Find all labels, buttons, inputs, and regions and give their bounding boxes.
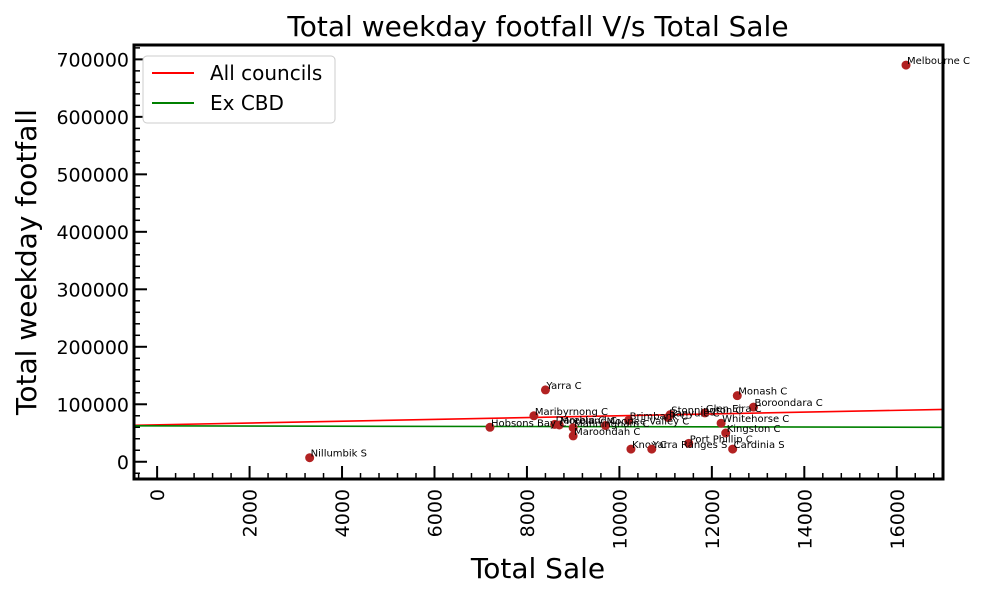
chart-title: Total weekday footfall V/s Total Sale (286, 10, 788, 43)
x-tick-label: 0 (147, 489, 169, 501)
data-point (601, 421, 611, 431)
data-point (721, 428, 731, 438)
data-point-label: Nillumbik S (311, 449, 367, 460)
x-tick-label: 12000 (702, 489, 724, 549)
x-tick-label: 4000 (332, 489, 354, 537)
y-tick-label: 100000 (56, 394, 129, 416)
x-tick-label: 2000 (240, 489, 262, 537)
data-point-label: Kingston C (727, 424, 781, 435)
x-tick-label: 16000 (887, 489, 909, 549)
x-axis-label: Total Sale (470, 552, 605, 585)
data-point-label: Hobsons Bay C (491, 418, 566, 429)
data-point (624, 415, 634, 425)
data-point-label: Darebin C (556, 415, 606, 426)
data-point-label: Yarra Ranges S (652, 440, 728, 451)
legend: All councils Ex CBD (142, 55, 336, 124)
data-point (728, 444, 738, 454)
plot-area: 0 2000 4000 6000 8000 10000 12000 14000 16000 0 10… (56, 47, 970, 549)
legend-label: All councils (210, 61, 322, 85)
data-point-label: Port Phillip C (690, 434, 753, 445)
data-point-label: Maribyrnong C (535, 407, 608, 418)
data-point-label: Maroondah C (574, 427, 640, 438)
data-point-label: Stonnington C (671, 406, 742, 417)
data-point (684, 438, 694, 448)
data-point-label: Melbourne C (907, 56, 970, 67)
data-point-label: Glen Eira C (706, 404, 762, 415)
data-point-label: Brimbank C (630, 411, 688, 422)
x-tick-label: 6000 (424, 489, 446, 537)
data-point (626, 444, 636, 454)
x-tick-label: 14000 (794, 489, 816, 549)
data-point (568, 423, 578, 433)
data-point (700, 408, 710, 418)
data-point (554, 420, 564, 430)
data-point-label: Manningham C (574, 419, 649, 430)
data-point (305, 453, 315, 463)
y-axis-label: Total weekday footfall (10, 109, 43, 416)
series-line (133, 425, 944, 429)
y-tick-label: 300000 (56, 279, 129, 301)
data-point-label: Monash C (738, 387, 787, 398)
data-point (732, 391, 742, 401)
data-point (568, 431, 578, 441)
y-tick-label: 700000 (56, 49, 129, 71)
data-point-label: Whitehorse C (722, 414, 789, 425)
data-point-label: Yarra C (545, 381, 581, 392)
data-point (485, 422, 495, 432)
data-point (716, 418, 726, 428)
y-tick-label: 500000 (56, 164, 129, 186)
legend-label: Ex CBD (210, 91, 284, 115)
y-tick-label: 0 (117, 452, 129, 474)
data-point-label: Moreland C (560, 416, 617, 427)
data-point (540, 385, 550, 395)
y-tick-label: 200000 (56, 337, 129, 359)
series-line (133, 408, 944, 427)
data-point-label: Cardinia S (734, 440, 785, 451)
data-point-label: Banyule C (669, 408, 720, 419)
y-tick-label: 600000 (56, 107, 129, 129)
data-point (663, 412, 673, 422)
data-point-label: Moonee Valley C (607, 417, 690, 428)
data-point (748, 402, 758, 412)
data-point-label: Boroondara C (754, 398, 822, 409)
data-point (901, 60, 911, 70)
data-point (529, 411, 539, 421)
x-tick-label: 8000 (517, 489, 539, 537)
y-tick-label: 400000 (56, 222, 129, 244)
plot-frame (132, 43, 945, 481)
data-point (647, 444, 657, 454)
x-tick-label: 10000 (609, 489, 631, 549)
